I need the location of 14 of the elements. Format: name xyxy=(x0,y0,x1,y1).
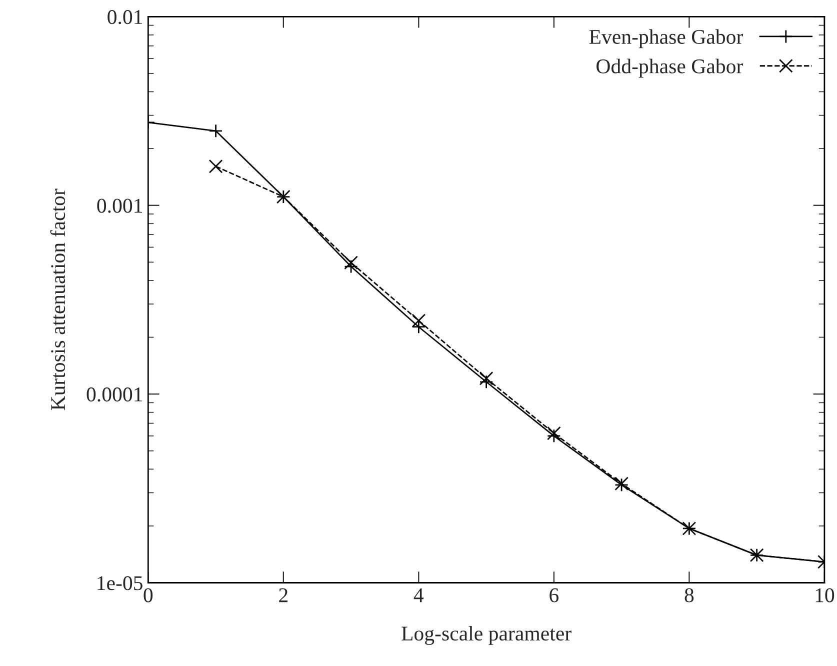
x-tick-label: 4 xyxy=(414,588,424,602)
y-tick-label: 1e-05 xyxy=(98,576,142,590)
x-tick-label: 0 xyxy=(144,588,153,602)
x-tick-label: 8 xyxy=(684,588,694,602)
y-tick-label: 0.01 xyxy=(108,10,142,24)
x-axis-title: Log-scale parameter xyxy=(402,626,572,645)
x-tick-label: 2 xyxy=(279,588,288,602)
legend-label: Even-phase Gabor xyxy=(589,29,744,48)
y-axis-title: Kurtosis attenuation factor xyxy=(50,188,66,410)
x-tick-label: 10 xyxy=(816,588,834,602)
legend-label: Odd-phase Gabor xyxy=(596,58,744,78)
x-tick-label: 6 xyxy=(550,588,559,602)
y-tick-label: 0.0001 xyxy=(86,387,142,402)
y-tick-label: 0.001 xyxy=(97,198,142,213)
